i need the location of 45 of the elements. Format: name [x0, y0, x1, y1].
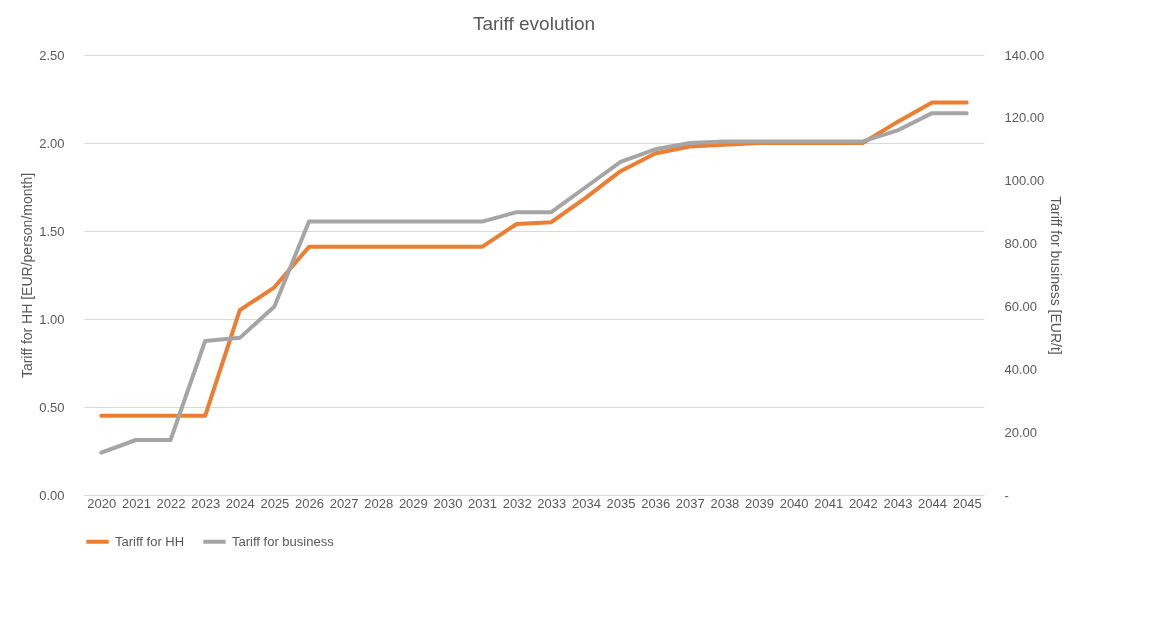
x-tick-label: 2021	[121, 495, 151, 511]
y-tick-label: 2.50	[39, 47, 65, 63]
x-tick-label: 2020	[87, 495, 117, 511]
x-tick-label: 2027	[329, 495, 359, 511]
y-tick-label: 1.50	[39, 223, 65, 239]
x-tick-label: 2028	[364, 495, 394, 511]
x-tick-label: 2024	[225, 495, 255, 511]
y2-tick-label: 40.00	[1004, 361, 1038, 377]
y2-tick-label: 100.00	[1004, 173, 1045, 189]
x-tick-label: 2042	[848, 495, 878, 511]
y-tick-label: 0.50	[39, 399, 65, 415]
x-tick-label: 2043	[883, 495, 913, 511]
y2-tick-label: 20.00	[1004, 424, 1038, 440]
y2-tick-label: 120.00	[1004, 110, 1045, 126]
y-axis-title: Tariff for HH [EUR/person/month]	[19, 172, 36, 379]
x-tick-label: 2033	[537, 495, 567, 511]
x-tick-label: 2038	[710, 495, 740, 511]
legend-label: Tariff for business	[232, 533, 335, 549]
x-tick-label: 2026	[295, 495, 324, 511]
y2-tick-label: 60.00	[1004, 298, 1038, 314]
x-tick-label: 2044	[918, 495, 948, 511]
x-tick-label: 2032	[502, 495, 532, 511]
x-tick-label: 2022	[156, 495, 186, 511]
x-tick-label: 2031	[468, 495, 498, 511]
x-tick-label: 2035	[606, 495, 636, 511]
x-tick-label: 2037	[675, 495, 705, 511]
y2-tick-label: 80.00	[1004, 236, 1038, 252]
x-tick-label: 2029	[398, 495, 428, 511]
x-tick-label: 2045	[952, 495, 982, 511]
y-tick-label: 0.00	[39, 487, 65, 503]
x-tick-label: 2034	[571, 495, 601, 511]
y2-tick-label: 140.00	[1004, 47, 1045, 63]
y-tick-label: 2.00	[39, 135, 65, 151]
y2-tick-label: -	[1004, 487, 1009, 503]
x-tick-label: 2039	[745, 495, 774, 511]
x-tick-label: 2036	[641, 495, 671, 511]
x-tick-label: 2023	[191, 495, 221, 511]
chart-title: Tariff evolution	[472, 13, 596, 34]
x-tick-label: 2025	[260, 495, 290, 511]
x-tick-label: 2030	[433, 495, 463, 511]
y2-axis-title: Tariff for business [EUR/t]	[1048, 196, 1065, 355]
x-tick-label: 2040	[779, 495, 809, 511]
x-tick-label: 2041	[814, 495, 844, 511]
legend-label: Tariff for HH	[115, 533, 185, 549]
y-tick-label: 1.00	[39, 311, 65, 327]
